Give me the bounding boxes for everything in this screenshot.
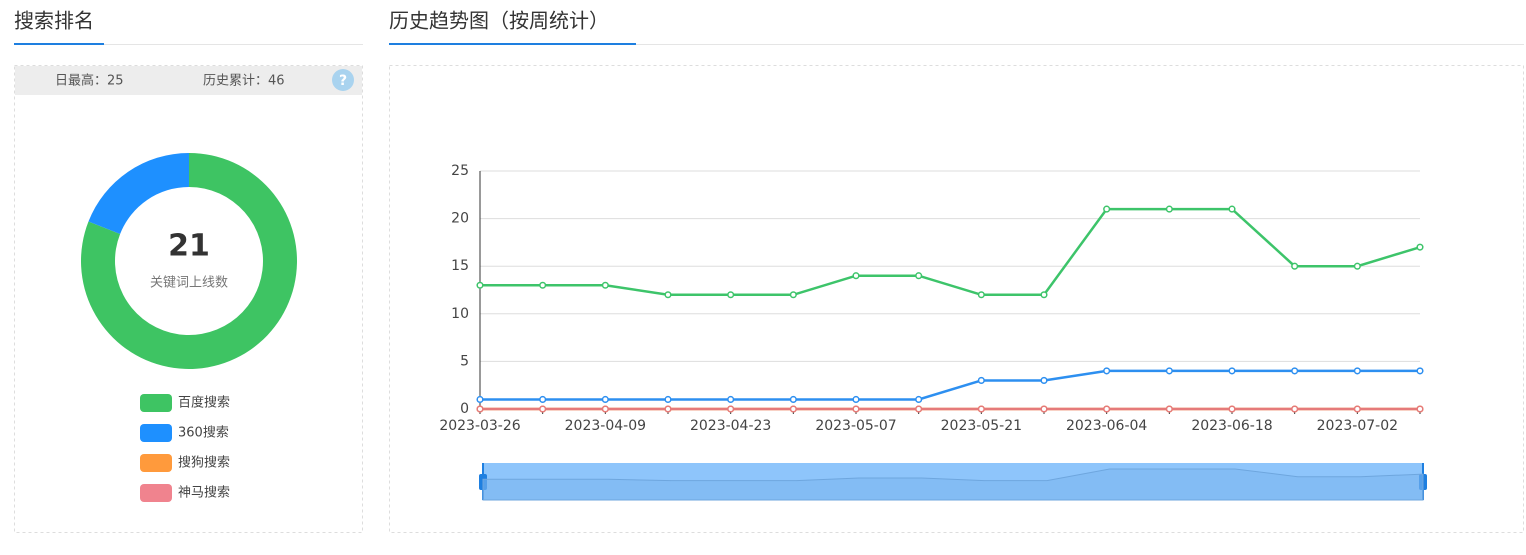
point — [1291, 367, 1299, 375]
point — [1416, 243, 1424, 251]
point — [1103, 405, 1111, 413]
x-tick-label: 2023-05-07 — [815, 418, 896, 434]
help-icon-text[interactable]: ? — [339, 73, 347, 89]
point — [1165, 205, 1173, 213]
y-tick-label: 20 — [451, 211, 469, 227]
legend-label: 360搜索 — [178, 426, 229, 441]
point — [539, 281, 547, 289]
point — [977, 376, 985, 384]
point — [476, 395, 484, 404]
legend-label: 搜狗搜索 — [178, 456, 230, 471]
x-tick-label: 2023-06-18 — [1191, 418, 1272, 434]
center-label: 关键词上线数 — [150, 276, 228, 291]
point — [1103, 367, 1111, 375]
point — [1040, 291, 1048, 299]
x-tick-label: 2023-05-21 — [941, 418, 1022, 434]
series-line — [480, 369, 1420, 401]
point — [977, 405, 985, 413]
point — [852, 395, 860, 404]
stat: 历史累计：46 — [203, 74, 285, 89]
x-tick-label: 2023-07-02 — [1317, 418, 1398, 434]
legend-label: 百度搜索 — [178, 395, 230, 411]
point — [852, 405, 860, 413]
point — [664, 405, 672, 413]
section-title: 历史趋势图（按周统计） — [389, 9, 609, 33]
point — [1103, 205, 1111, 213]
section-title: 搜索排名 — [14, 9, 94, 33]
series-line — [480, 207, 1421, 297]
point — [1291, 405, 1299, 413]
point — [539, 405, 547, 413]
y-tick-label: 25 — [451, 163, 469, 179]
point — [915, 395, 923, 404]
y-tick-label: 15 — [451, 258, 469, 274]
stat: 日最高：25 — [55, 73, 124, 89]
point — [1353, 367, 1361, 375]
point — [1353, 405, 1361, 413]
point — [852, 272, 860, 280]
point — [727, 395, 735, 404]
point — [664, 291, 672, 299]
help-icon[interactable] — [332, 69, 354, 91]
legend-swatch — [140, 484, 172, 502]
panel — [14, 65, 363, 533]
y-tick-label: 0 — [460, 401, 469, 417]
donut-segment — [88, 153, 189, 234]
point — [601, 405, 609, 413]
x-tick-label: 2023-06-04 — [1066, 418, 1147, 434]
point — [727, 291, 735, 299]
point — [727, 405, 735, 413]
point — [664, 395, 672, 404]
point — [915, 272, 923, 280]
point — [1040, 405, 1048, 413]
center-value: 21 — [168, 229, 210, 264]
point — [1165, 367, 1173, 375]
panel — [389, 65, 1524, 533]
y-tick-label: 5 — [460, 353, 469, 369]
zoom-shadow — [482, 468, 1424, 501]
point — [1416, 405, 1424, 413]
point — [915, 405, 923, 413]
point — [1353, 262, 1361, 270]
donut-segment — [80, 153, 298, 370]
point — [789, 395, 797, 404]
point — [601, 395, 609, 404]
point — [601, 281, 609, 289]
point — [476, 405, 484, 413]
point — [1040, 376, 1048, 384]
point — [1228, 367, 1236, 375]
x-tick-label: 2023-03-26 — [439, 418, 520, 434]
point — [1165, 405, 1173, 413]
point — [977, 291, 985, 299]
point — [1228, 405, 1236, 413]
point — [1228, 205, 1236, 213]
x-tick-label: 2023-04-23 — [690, 418, 771, 434]
point — [539, 395, 547, 404]
point — [789, 291, 797, 299]
legend-label: 神马搜索 — [178, 486, 230, 501]
x-tick-label: 2023-04-09 — [565, 418, 646, 434]
point — [1416, 367, 1424, 375]
stats-bar — [15, 66, 362, 95]
legend-swatch — [140, 394, 172, 412]
legend-swatch — [140, 454, 172, 472]
y-tick-label: 10 — [451, 306, 469, 322]
point — [789, 405, 797, 413]
point — [476, 281, 484, 289]
legend-swatch — [140, 424, 172, 442]
point — [1291, 262, 1299, 270]
